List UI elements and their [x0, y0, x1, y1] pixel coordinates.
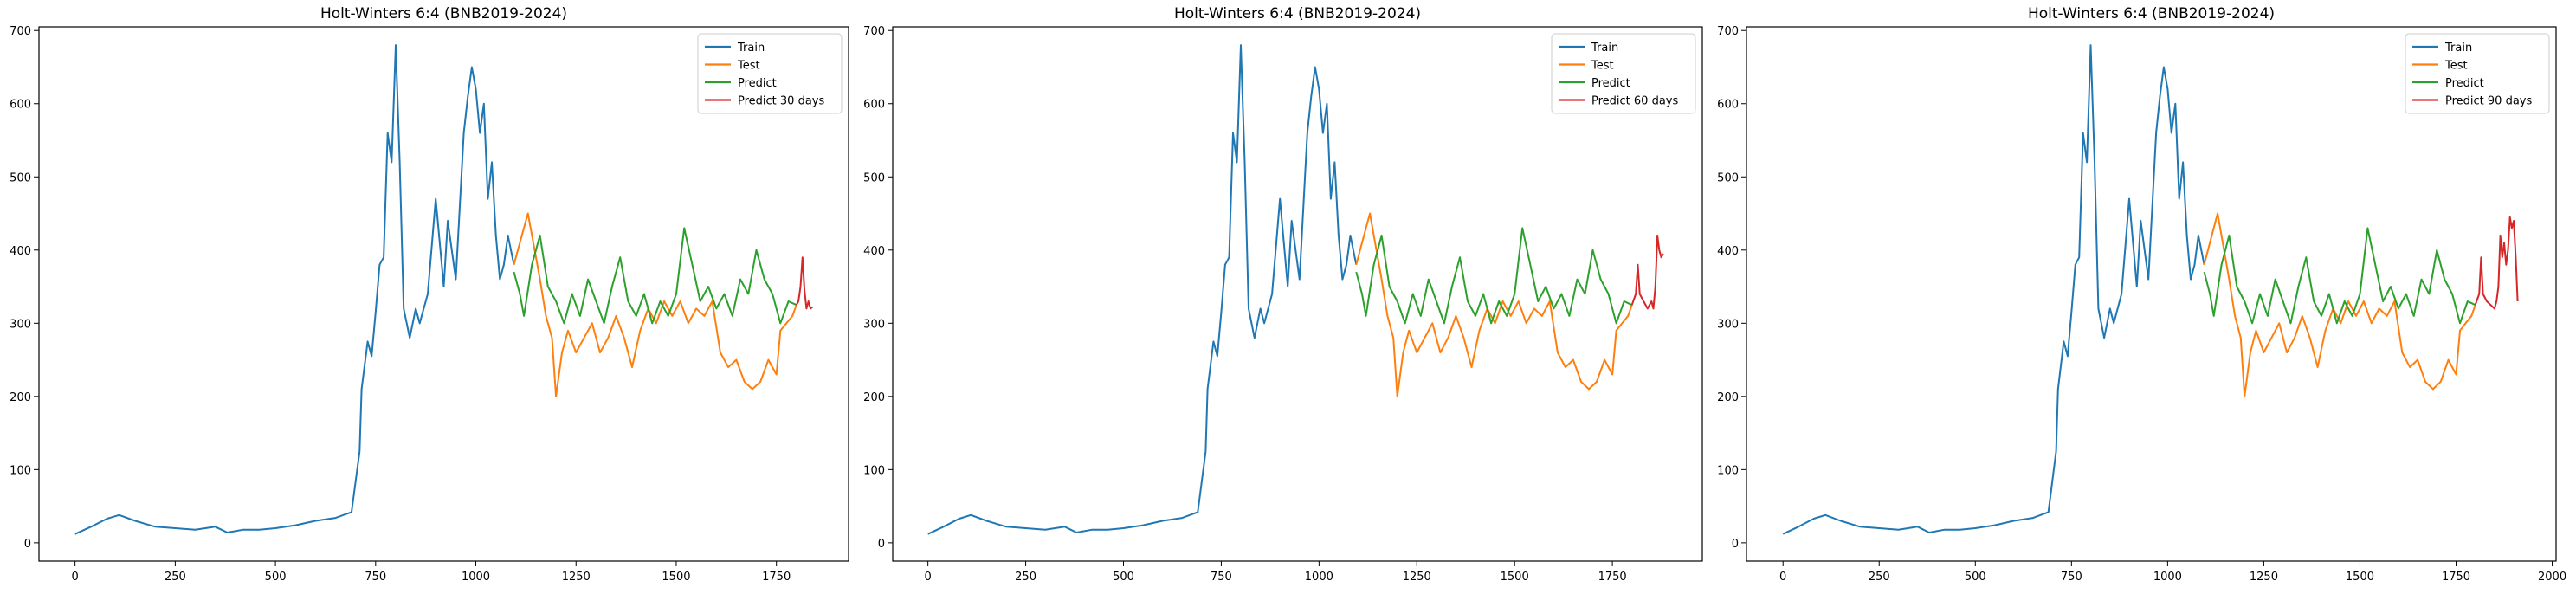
x-tick-label: 0: [1779, 571, 1786, 584]
y-tick-label: 500: [863, 171, 885, 184]
axes-frame: [1746, 26, 2557, 562]
y-tick-label: 600: [863, 99, 885, 112]
y-tick-label: 600: [10, 99, 31, 112]
x-tick-label: 1750: [2442, 571, 2470, 584]
x-tick-label: 1750: [762, 571, 791, 584]
y-tick-label: 600: [1717, 99, 1739, 112]
legend-label: Predict: [738, 77, 777, 90]
y-tick-label: 500: [1717, 171, 1739, 184]
x-tick-label: 2000: [2538, 571, 2566, 584]
series-line-predict-60-days: [1630, 234, 1664, 310]
x-tick-label: 250: [1869, 571, 1890, 584]
x-tick-label: 500: [265, 571, 287, 584]
legend-label: Predict: [1591, 77, 1630, 90]
axes-frame: [892, 26, 1703, 562]
chart-panel-1: Holt-Winters 6:4 (BNB2019-2024) 0 250 500 75…: [10, 5, 849, 584]
x-tick-label: 1500: [662, 571, 690, 584]
x-tick-label: 1250: [562, 571, 591, 584]
legend-box: [1551, 33, 1696, 114]
x-tick-label: 1250: [1403, 571, 1431, 584]
chart-panel-3: Holt-Winters 6:4 (BNB2019-2024) 0 250 500 75…: [1717, 5, 2566, 584]
series-line-train: [1782, 44, 2205, 535]
series-line-test: [2203, 212, 2476, 397]
y-tick-label: 200: [863, 391, 885, 404]
legend-label: Predict 60 days: [1591, 95, 1678, 108]
series-line-train: [74, 44, 515, 535]
y-tick-label: 0: [878, 538, 885, 551]
chart-title: Holt-Winters 6:4 (BNB2019-2024): [2028, 5, 2275, 23]
x-tick-label: 0: [72, 571, 79, 584]
legend-label: Train: [737, 42, 765, 55]
legend-label: Predict 90 days: [2445, 95, 2532, 108]
y-tick-label: 300: [863, 318, 885, 331]
legend: Train Test Predict Predict 60 days: [1551, 33, 1696, 114]
legend-box: [2405, 33, 2550, 114]
legend-label: Train: [2444, 42, 2472, 55]
legend-label: Test: [2444, 60, 2468, 73]
series-line-test: [513, 212, 797, 397]
chart-title: Holt-Winters 6:4 (BNB2019-2024): [1174, 5, 1421, 23]
y-tick-label: 700: [863, 25, 885, 38]
y-tick-label: 200: [1717, 391, 1739, 404]
series-line-test: [1355, 212, 1633, 397]
legend: Train Test Predict Predict 90 days: [2405, 33, 2550, 114]
series-line-predict: [2203, 227, 2476, 325]
y-tick-label: 100: [1717, 464, 1739, 477]
x-tick-label: 1250: [2250, 571, 2278, 584]
x-tick-label: 1000: [2153, 571, 2182, 584]
series-line-train: [927, 44, 1358, 535]
y-tick-label: 100: [863, 464, 885, 477]
x-tick-label: 500: [1113, 571, 1134, 584]
x-tick-label: 1500: [2346, 571, 2374, 584]
x-tick-label: 250: [165, 571, 186, 584]
y-tick-label: 0: [1732, 538, 1739, 551]
y-tick-label: 300: [10, 318, 31, 331]
x-tick-label: 0: [925, 571, 932, 584]
x-tick-label: 750: [2061, 571, 2082, 584]
x-tick-label: 500: [1965, 571, 1986, 584]
chart-title: Holt-Winters 6:4 (BNB2019-2024): [320, 5, 567, 23]
y-tick-label: 700: [10, 25, 31, 38]
y-tick-label: 300: [1717, 318, 1739, 331]
legend-label: Predict 30 days: [738, 95, 824, 108]
y-tick-label: 100: [10, 464, 31, 477]
x-tick-label: 750: [365, 571, 386, 584]
y-tick-label: 700: [1717, 25, 1739, 38]
y-tick-label: 400: [863, 245, 885, 258]
y-tick-label: 400: [1717, 245, 1739, 258]
x-tick-label: 1000: [1305, 571, 1333, 584]
x-tick-label: 1000: [462, 571, 490, 584]
x-tick-label: 750: [1211, 571, 1232, 584]
series-line-predict-30-days: [795, 256, 813, 310]
legend-label: Test: [1591, 60, 1614, 73]
series-line-predict: [513, 227, 797, 325]
x-tick-label: 1750: [1598, 571, 1627, 584]
legend-label: Predict: [2445, 77, 2484, 90]
legend-label: Test: [737, 60, 760, 73]
y-tick-label: 200: [10, 391, 31, 404]
legend: Train Test Predict Predict 30 days: [697, 33, 843, 114]
y-tick-label: 500: [10, 171, 31, 184]
series-line-predict: [1355, 227, 1633, 325]
y-tick-label: 0: [24, 538, 31, 551]
x-tick-label: 1500: [1501, 571, 1529, 584]
x-tick-label: 250: [1015, 571, 1036, 584]
axes-frame: [38, 26, 849, 562]
series-line-predict-90-days: [2474, 216, 2519, 310]
legend-box: [697, 33, 843, 114]
chart-panel-2: Holt-Winters 6:4 (BNB2019-2024) 0 250 500 75…: [863, 5, 1703, 584]
y-tick-label: 400: [10, 245, 31, 258]
legend-label: Train: [1591, 42, 1618, 55]
